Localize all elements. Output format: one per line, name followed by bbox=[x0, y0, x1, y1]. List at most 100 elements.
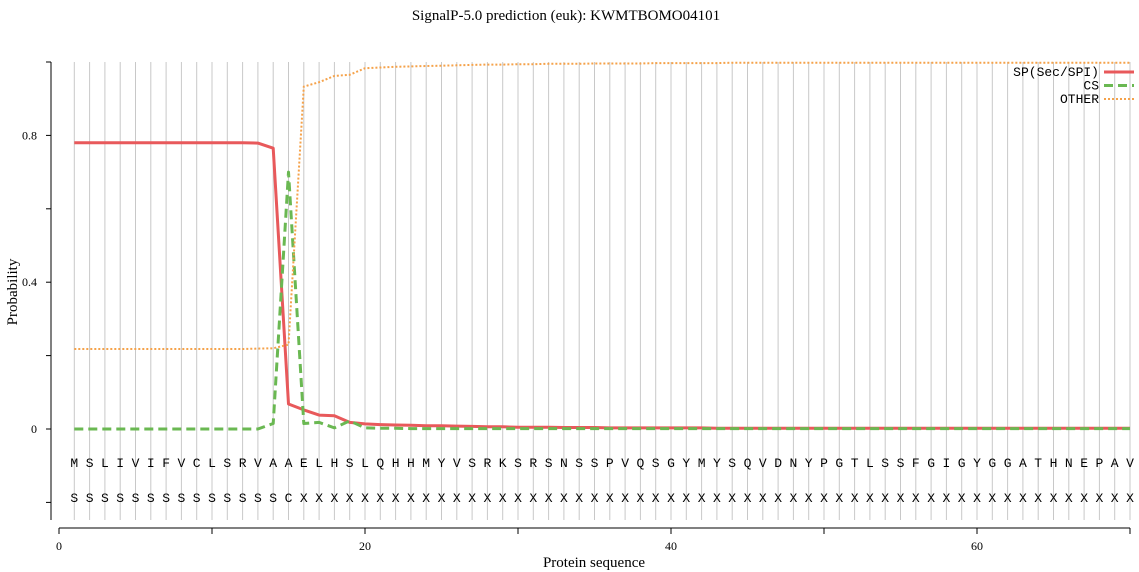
position-label: X bbox=[958, 491, 966, 506]
sequence-letter: G bbox=[988, 456, 996, 471]
position-label: X bbox=[835, 491, 843, 506]
sequence-letter: Y bbox=[805, 456, 813, 471]
position-label: X bbox=[713, 491, 721, 506]
position-label: S bbox=[132, 491, 140, 506]
vertical-grid bbox=[73, 62, 1131, 520]
sequence-letter: N bbox=[789, 456, 797, 471]
sequence-letter: Y bbox=[973, 456, 981, 471]
position-label: C bbox=[285, 491, 293, 506]
sequence-letter: P bbox=[1095, 456, 1103, 471]
sequence-letter: A bbox=[1111, 456, 1119, 471]
position-label: X bbox=[912, 491, 920, 506]
sequence-letter: L bbox=[866, 456, 874, 471]
position-label: X bbox=[621, 491, 629, 506]
legend-label: SP(Sec/SPI) bbox=[1013, 65, 1099, 80]
position-label: X bbox=[1095, 491, 1103, 506]
sequence-letter: R bbox=[239, 456, 247, 471]
sequence-letter: R bbox=[529, 456, 537, 471]
sequence-letter: P bbox=[606, 456, 614, 471]
position-label: S bbox=[147, 491, 155, 506]
sequence-letter: A bbox=[269, 456, 277, 471]
sequence-letter: H bbox=[407, 456, 415, 471]
sequence-letter: V bbox=[177, 456, 185, 471]
sequence-letter: Y bbox=[682, 456, 690, 471]
position-label: X bbox=[897, 491, 905, 506]
position-label: X bbox=[805, 491, 813, 506]
sequence-letter: T bbox=[851, 456, 859, 471]
position-label: S bbox=[254, 491, 262, 506]
position-label: X bbox=[483, 491, 491, 506]
sequence-letter: N bbox=[560, 456, 568, 471]
sequence-letter: S bbox=[545, 456, 553, 471]
position-label: X bbox=[300, 491, 308, 506]
position-label: S bbox=[86, 491, 94, 506]
sequence-letter: S bbox=[881, 456, 889, 471]
sequence-letter: M bbox=[422, 456, 430, 471]
position-label: X bbox=[346, 491, 354, 506]
position-label: X bbox=[1004, 491, 1012, 506]
y-tick-label: 0.4 bbox=[22, 275, 37, 289]
position-label: X bbox=[330, 491, 338, 506]
position-label: X bbox=[514, 491, 522, 506]
position-label: X bbox=[529, 491, 537, 506]
position-label: X bbox=[376, 491, 384, 506]
sequence-letter: V bbox=[132, 456, 140, 471]
position-label: X bbox=[545, 491, 553, 506]
x-tick-label: 0 bbox=[56, 539, 62, 553]
position-label: S bbox=[223, 491, 231, 506]
position-label: X bbox=[499, 491, 507, 506]
x-axis-label: Protein sequence bbox=[543, 555, 645, 571]
position-label: X bbox=[652, 491, 660, 506]
y-tick-label: 0 bbox=[31, 422, 37, 436]
sequence-letter: Q bbox=[744, 456, 752, 471]
y-tick-label: 0.8 bbox=[22, 128, 37, 142]
legend-label: OTHER bbox=[1060, 92, 1099, 107]
sequence-letter: D bbox=[774, 456, 782, 471]
position-label: X bbox=[636, 491, 644, 506]
sequence-letter: S bbox=[591, 456, 599, 471]
series-line-cs bbox=[74, 170, 1130, 431]
sequence-letter: S bbox=[514, 456, 522, 471]
position-label: X bbox=[361, 491, 369, 506]
sequence-letter: G bbox=[958, 456, 966, 471]
sequence-letter: I bbox=[942, 456, 950, 471]
sequence-letter: G bbox=[667, 456, 675, 471]
sequence-letter: P bbox=[820, 456, 828, 471]
position-label: X bbox=[1111, 491, 1119, 506]
series-line-sp-sec-spi bbox=[74, 141, 1130, 430]
sequence-letter: L bbox=[101, 456, 109, 471]
sequence-letter: L bbox=[315, 456, 323, 471]
x-tick-label: 20 bbox=[359, 539, 371, 553]
sequence-letter: I bbox=[147, 456, 155, 471]
position-label: X bbox=[575, 491, 583, 506]
sequence-letter: N bbox=[1065, 456, 1073, 471]
position-label: X bbox=[407, 491, 415, 506]
position-label: X bbox=[881, 491, 889, 506]
position-label: X bbox=[392, 491, 400, 506]
position-label: X bbox=[438, 491, 446, 506]
chart-title: SignalP-5.0 prediction (euk): KWMTBOMO04… bbox=[412, 8, 720, 24]
sequence-letter: L bbox=[361, 456, 369, 471]
sequence-letter: S bbox=[652, 456, 660, 471]
position-label: X bbox=[682, 491, 690, 506]
position-label: X bbox=[942, 491, 950, 506]
position-label: X bbox=[667, 491, 675, 506]
position-label: X bbox=[606, 491, 614, 506]
sequence-letter: L bbox=[208, 456, 216, 471]
sequence-letter: E bbox=[1080, 456, 1088, 471]
sequence-letter: K bbox=[499, 456, 507, 471]
position-label: X bbox=[759, 491, 767, 506]
sequence-letter: H bbox=[392, 456, 400, 471]
sequence-letter: M bbox=[698, 456, 706, 471]
position-label: S bbox=[193, 491, 201, 506]
position-label: X bbox=[789, 491, 797, 506]
position-label: X bbox=[422, 491, 430, 506]
sequence-letter: V bbox=[1126, 456, 1134, 471]
position-label: S bbox=[70, 491, 78, 506]
position-label: X bbox=[315, 491, 323, 506]
position-label: X bbox=[1065, 491, 1073, 506]
